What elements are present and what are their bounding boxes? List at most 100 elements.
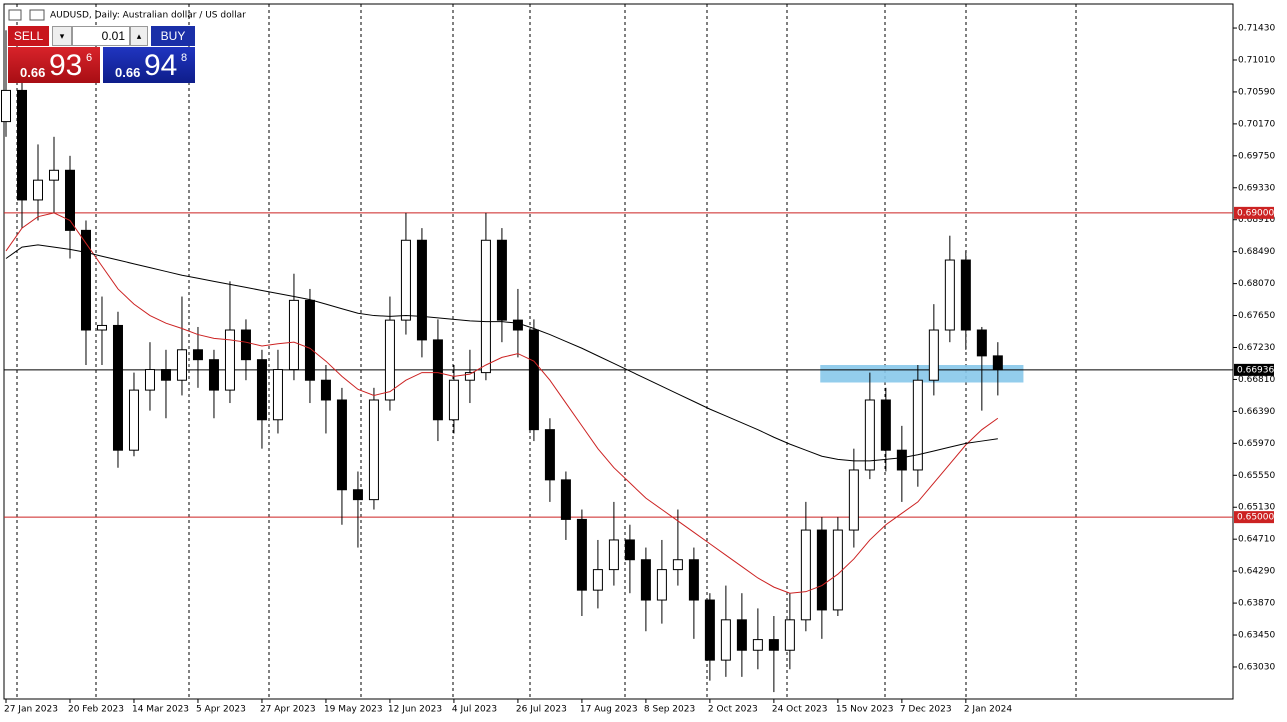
candle-body (752, 639, 763, 651)
buy-price[interactable]: 0.66 94 8 (103, 47, 195, 83)
y-tick-label: 0.67230 (1238, 343, 1275, 353)
window-icon[interactable] (29, 9, 45, 21)
y-tick-label: 0.63450 (1238, 631, 1275, 641)
x-tick-label: 26 Jul 2023 (516, 705, 567, 715)
candle-body (304, 299, 315, 381)
plot-frame (3, 3, 1234, 700)
candle-body (192, 349, 203, 361)
candle-body (448, 379, 459, 421)
price-level-tag (1234, 206, 1274, 219)
candle-body (112, 324, 123, 451)
candle-body (384, 319, 395, 401)
candle-body (672, 559, 683, 571)
x-tick-label: 8 Sep 2023 (644, 705, 695, 715)
price-level-tag (1234, 363, 1274, 376)
x-tick-label: 19 May 2023 (324, 705, 383, 715)
candle-body (240, 329, 251, 361)
candle-body (272, 369, 283, 421)
candle-body (400, 239, 411, 321)
candle-body (320, 379, 331, 401)
candle-body (832, 529, 843, 611)
candle-body (736, 619, 747, 651)
y-tick-label: 0.66390 (1238, 407, 1275, 417)
y-tick-label: 0.66810 (1238, 375, 1275, 385)
candle-body (208, 359, 219, 391)
moving-average (5, 244, 998, 462)
y-tick-label: 0.63870 (1238, 599, 1275, 609)
y-tick-label: 0.70590 (1238, 87, 1275, 97)
y-tick-label: 0.69330 (1238, 183, 1275, 193)
candle-body (336, 399, 347, 491)
candle-body (560, 479, 571, 520)
candle-body (800, 529, 811, 621)
candle-body (784, 619, 795, 651)
candle-body (992, 355, 1003, 371)
candle-body (864, 399, 875, 471)
candle-body (976, 329, 987, 357)
y-tick-label: 0.71430 (1238, 24, 1275, 34)
candle-body (896, 449, 907, 471)
candle-body (352, 489, 363, 501)
buy-price-small: 8 (181, 52, 188, 64)
candle-body (288, 299, 299, 371)
candle-body (880, 399, 891, 451)
candle-body (256, 359, 267, 421)
candle-body (224, 329, 235, 391)
candle-body (608, 539, 619, 571)
buy-button[interactable]: BUY (151, 26, 195, 46)
candle-body (80, 229, 91, 331)
x-tick-label: 27 Apr 2023 (260, 705, 316, 715)
sell-price-main: 93 (49, 49, 83, 82)
candle-body (592, 569, 603, 591)
lot-decrease[interactable]: ▾ (52, 26, 72, 46)
candle-body (624, 539, 635, 561)
candle-body (144, 369, 155, 391)
y-tick-label: 0.68490 (1238, 247, 1275, 257)
candle-body (768, 639, 779, 651)
candle-body (176, 349, 187, 381)
y-tick-label: 0.69750 (1238, 151, 1275, 161)
lot-increase[interactable]: ▴ (130, 26, 148, 46)
x-tick-label: 15 Nov 2023 (836, 705, 894, 715)
y-tick-label: 0.65970 (1238, 439, 1275, 449)
candle-body (512, 319, 523, 331)
candle-body (704, 599, 715, 661)
chart-title: AUDUSD, Daily: Australian dollar / US do… (50, 11, 246, 21)
lot-input[interactable]: 0.01 (72, 26, 130, 46)
sell-price[interactable]: 0.66 93 6 (8, 47, 100, 83)
y-tick-label: 0.70170 (1238, 119, 1275, 129)
price-level-label: 0.65000 (1237, 513, 1274, 523)
price-level-label: 0.69000 (1237, 208, 1274, 218)
candle-body (48, 169, 59, 181)
y-tick-label: 0.71010 (1238, 55, 1275, 65)
menu-icon[interactable] (8, 9, 22, 21)
candle-body (528, 329, 539, 431)
sell-button[interactable]: SELL (8, 26, 49, 46)
candle-body (32, 179, 43, 201)
candle-body (544, 429, 555, 481)
candle-body (816, 529, 827, 611)
candle-body (368, 399, 379, 501)
x-tick-label: 5 Apr 2023 (196, 705, 246, 715)
trade-panel: SELL ▾ 0.01 ▴ BUY 0.66 93 6 0.66 94 8 (8, 26, 195, 83)
y-tick-label: 0.68070 (1238, 279, 1275, 289)
moving-average (5, 212, 999, 594)
buy-price-big: 0.66 (115, 65, 141, 80)
candle-body (656, 569, 667, 601)
candle-body (464, 372, 475, 381)
candle-body (160, 369, 171, 381)
price-level-tag (1234, 511, 1274, 524)
candle-body (928, 329, 939, 381)
x-tick-label: 14 Mar 2023 (132, 705, 189, 715)
x-tick-label: 2 Oct 2023 (708, 705, 758, 715)
candle-body (640, 559, 651, 601)
candle-body (720, 619, 731, 661)
y-tick-label: 0.68910 (1238, 215, 1275, 225)
x-tick-label: 7 Dec 2023 (900, 705, 952, 715)
candle-body (16, 89, 27, 201)
x-tick-label: 12 Jun 2023 (388, 705, 442, 715)
price-level-label: 0.66936 (1237, 365, 1274, 375)
candle-body (688, 559, 699, 601)
